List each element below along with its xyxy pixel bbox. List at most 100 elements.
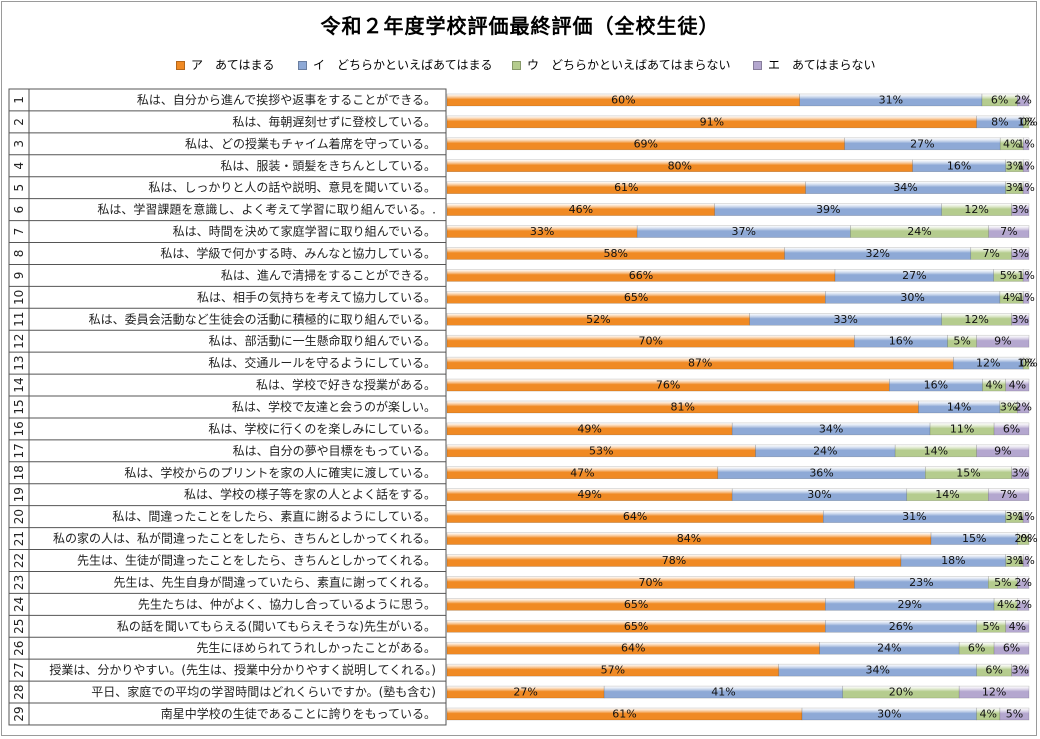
row-number: 28 [12, 684, 26, 699]
question-label: 私は、学校の様子等を家の人とよく話をする。 [184, 487, 436, 502]
question-label: 私は、部活動に一生懸命取り組んでいる。 [209, 333, 436, 348]
data-label: 4% [1009, 620, 1026, 633]
legend-item-u: ウ どちらかといえばあてはまらない [512, 56, 731, 73]
question-label: 私は、委員会活動など生徒会の活動に積極的に取り組んでいる。 [89, 311, 436, 326]
bar-segment [1017, 598, 1030, 611]
data-label: 3% [1006, 181, 1023, 194]
legend-label-u: ウ どちらかといえばあてはまらない [527, 58, 731, 72]
legend-swatch-i [298, 61, 307, 70]
data-label: 27% [513, 686, 537, 699]
data-label: 14% [947, 400, 971, 413]
data-label: 3% [1012, 466, 1029, 479]
data-label: 6% [968, 642, 985, 655]
row-number: 12 [12, 334, 26, 349]
data-label: 60% [611, 93, 635, 106]
data-label: 7% [1000, 225, 1017, 238]
question-label: 先生は、生徒が間違ったことをしたら、きちんとしかってくれる。 [77, 552, 436, 567]
data-label: 3% [1012, 247, 1029, 260]
bar-segment [958, 641, 995, 655]
row-number: 22 [12, 553, 26, 568]
question-label: 私は、毎朝遅刻せずに登校している。 [232, 114, 436, 129]
data-label: 87% [688, 357, 712, 370]
question-label: 私の話を聞いてもらえる(聞いてもらえそうな)先生がいる。 [117, 618, 436, 633]
data-label: 37% [732, 225, 756, 238]
bar-segment [1011, 247, 1030, 260]
bar-segment [1022, 137, 1030, 151]
data-label: 3% [1012, 203, 1029, 216]
row-number: 29 [12, 706, 26, 721]
data-label: 1% [1017, 137, 1034, 150]
bar-segment [993, 641, 1030, 655]
data-label: 26% [889, 620, 913, 633]
data-label: 5% [953, 335, 970, 348]
data-label: 36% [809, 466, 833, 479]
data-label: 70% [638, 576, 662, 589]
data-label: 46% [569, 203, 593, 216]
data-label: 52% [586, 313, 610, 326]
data-label: 14% [935, 488, 959, 501]
bar-segment [1022, 269, 1030, 282]
bar-segment [1011, 663, 1030, 677]
data-label: 5% [1006, 708, 1023, 721]
data-label: 30% [900, 291, 924, 304]
question-label: 私は、進んで清掃をすることができる。 [221, 267, 436, 282]
row-number: 15 [12, 399, 26, 414]
bar-segment [446, 554, 902, 567]
bar-segment [976, 334, 1030, 348]
question-label: 私は、学校で友達と会うのが楽しい。 [232, 399, 436, 414]
data-label: 64% [623, 510, 647, 523]
bar-segment [825, 598, 995, 611]
bar-segment [999, 707, 1030, 721]
data-label: 6% [1003, 642, 1020, 655]
bar-segment [1022, 554, 1030, 567]
row-number: 27 [12, 663, 26, 678]
data-label: 41% [711, 686, 735, 699]
data-label: 11% [950, 422, 974, 435]
question-label: 私は、自分の夢や目標をもっている。 [233, 444, 436, 458]
data-label: 65% [624, 598, 648, 611]
data-label: 2% [1015, 532, 1032, 545]
data-label: 14% [924, 444, 948, 457]
question-label: 私は、交通ルールを守るようにしている。 [208, 355, 436, 370]
bar-segment [850, 225, 989, 238]
data-label: 49% [577, 422, 601, 435]
data-label: 2% [1014, 576, 1031, 589]
bar-segment [1022, 159, 1030, 173]
row-number: 24 [12, 597, 26, 612]
legend-item-e: エ あてはまらない [753, 56, 876, 73]
data-label: 57% [601, 664, 625, 677]
row-number: 11 [12, 312, 26, 327]
bar-segment [1022, 510, 1030, 523]
data-label: 9% [994, 335, 1011, 348]
question-label: 先生は、先生自身が間違っていたら、素直に謝ってくれる。 [114, 574, 436, 589]
row-number: 23 [12, 575, 26, 590]
data-label: 69% [634, 137, 658, 150]
data-label: 1% [1017, 159, 1034, 172]
data-label: 2% [1014, 400, 1031, 413]
row-number: 13 [12, 355, 26, 370]
data-label: 27% [902, 269, 926, 282]
question-label: 私は、相手の気持ちを考えて協力している。 [197, 289, 436, 304]
data-label: 1% [1017, 181, 1034, 194]
data-label: 53% [589, 444, 613, 457]
data-label: 4% [985, 379, 1002, 392]
bar-segment [1005, 620, 1030, 633]
data-label: 58% [604, 247, 628, 260]
data-label: 0% [1020, 115, 1037, 128]
data-label: 78% [662, 554, 686, 567]
bar-segment [446, 356, 954, 370]
row-number: 26 [12, 641, 26, 656]
legend-label-a: ア あてはまる [191, 58, 275, 72]
data-label: 5% [1000, 269, 1017, 282]
data-label: 34% [819, 422, 843, 435]
bar-segment [1016, 93, 1030, 107]
bar-segment [446, 444, 756, 458]
data-label: 61% [614, 181, 638, 194]
data-label: 4% [1003, 291, 1020, 304]
row-number: 14 [12, 377, 26, 392]
data-label: 80% [668, 159, 692, 172]
data-label: 4% [997, 598, 1014, 611]
legend-swatch-u [512, 61, 521, 70]
data-label: 1% [1017, 357, 1034, 370]
